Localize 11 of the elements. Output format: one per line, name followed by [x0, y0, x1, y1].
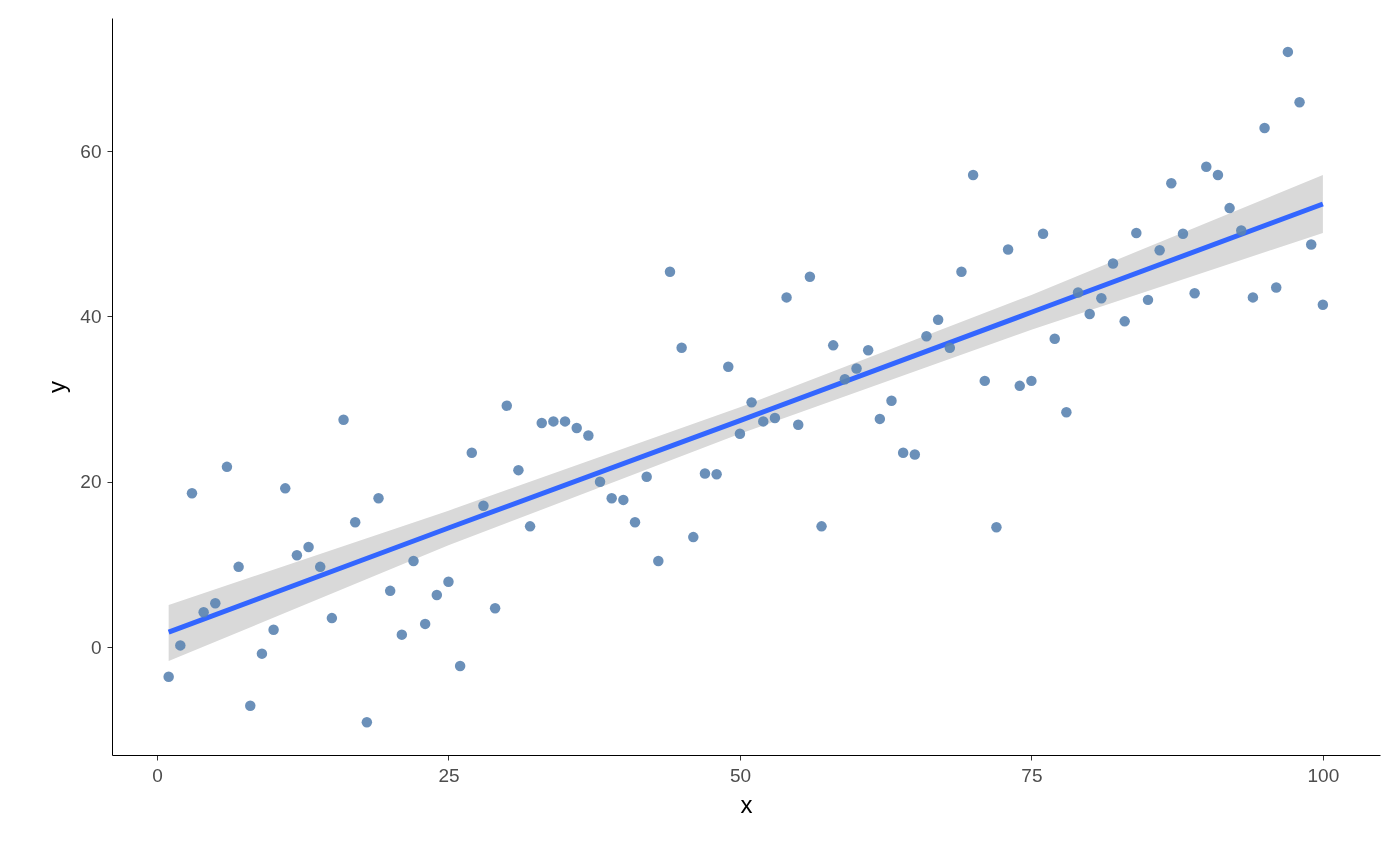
- y-tick-label: 0: [90, 636, 102, 658]
- x-tick-label: 0: [152, 764, 163, 786]
- x-tick-label: 75: [1021, 764, 1043, 786]
- y-tick-label: 60: [80, 140, 102, 162]
- x-tick-label: 100: [1307, 764, 1340, 786]
- x-tick-label: 25: [438, 764, 460, 786]
- y-tick-label: 40: [80, 305, 102, 327]
- y-axis-title: y: [43, 381, 71, 393]
- x-axis-title: x: [740, 790, 753, 818]
- x-tick-label: 50: [729, 764, 752, 786]
- y-tick-label: 20: [80, 471, 102, 493]
